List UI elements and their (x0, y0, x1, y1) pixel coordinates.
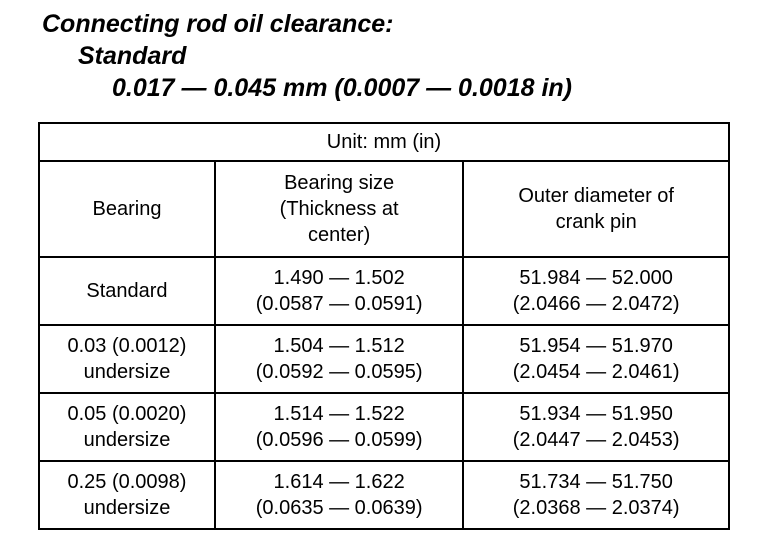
cell-outer-diameter: 51.984 — 52.000 (2.0466 — 2.0472) (462, 256, 730, 326)
cell-bearing: Standard (38, 256, 216, 326)
col-header-outer-diameter: Outer diameter of crank pin (462, 160, 730, 258)
table-row-undersize-005: 0.05 (0.0020) undersize 1.514 — 1.522 (0… (38, 392, 730, 462)
unit-label: Unit: mm (in) (38, 122, 730, 162)
col-header-bearing-line: Bearing (92, 198, 162, 220)
unit-row: Unit: mm (in) (38, 122, 730, 162)
cell-bearing: 0.05 (0.0020) undersize (38, 392, 216, 462)
cell-outer-diameter: 51.934 — 51.950 (2.0447 — 2.0453) (462, 392, 730, 462)
cell-bearing-size: 1.490 — 1.502 (0.0587 — 0.0591) (213, 256, 465, 326)
bearing-spec-table: Unit: mm (in) Bearing Bearing size (Thic… (38, 122, 730, 530)
spec-heading-standard: Standard (78, 42, 187, 70)
cell-bearing: 0.03 (0.0012) undersize (38, 324, 216, 394)
table-row-undersize-025: 0.25 (0.0098) undersize 1.614 — 1.622 (0… (38, 460, 730, 530)
cell-bearing-size: 1.614 — 1.622 (0.0635 — 0.0639) (213, 460, 465, 530)
cell-outer-diameter: 51.734 — 51.750 (2.0368 — 2.0374) (462, 460, 730, 530)
cell-bearing-size: 1.514 — 1.522 (0.0596 — 0.0599) (213, 392, 465, 462)
table-row-undersize-003: 0.03 (0.0012) undersize 1.504 — 1.512 (0… (38, 324, 730, 394)
cell-bearing: 0.25 (0.0098) undersize (38, 460, 216, 530)
col-header-bearing-size: Bearing size (Thickness at center) (213, 160, 465, 258)
spec-heading: Connecting rod oil clearance: Standard 0… (0, 0, 768, 104)
cell-bearing-size: 1.504 — 1.512 (0.0592 — 0.0595) (213, 324, 465, 394)
table-row-standard: Standard 1.490 — 1.502 (0.0587 — 0.0591)… (38, 256, 730, 326)
spec-heading-clearance-value: 0.017 — 0.045 mm (0.0007 — 0.0018 in) (112, 74, 572, 102)
table-header-row: Bearing Bearing size (Thickness at cente… (38, 160, 730, 258)
spec-heading-title: Connecting rod oil clearance: (42, 10, 394, 38)
col-header-bearing: Bearing (38, 160, 216, 258)
cell-outer-diameter: 51.954 — 51.970 (2.0454 — 2.0461) (462, 324, 730, 394)
